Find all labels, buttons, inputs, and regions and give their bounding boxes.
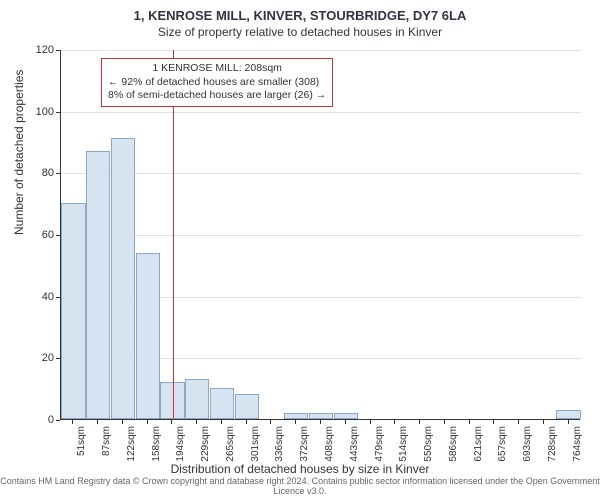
xtick-label: 229sqm xyxy=(200,426,211,462)
xtick-mark xyxy=(493,420,494,424)
xtick-mark xyxy=(320,420,321,424)
xtick-label: 728sqm xyxy=(547,426,558,462)
xtick-mark xyxy=(270,420,271,424)
xtick-label: 657sqm xyxy=(497,426,508,462)
histogram-bar xyxy=(111,138,135,419)
xtick-mark xyxy=(543,420,544,424)
ytick-label: 0 xyxy=(24,414,54,426)
chart-subtitle: Size of property relative to detached ho… xyxy=(0,23,600,39)
histogram-bar xyxy=(334,413,358,419)
ytick-mark xyxy=(56,50,60,51)
annotation-line3: 8% of semi-detached houses are larger (2… xyxy=(108,89,326,103)
xtick-label: 122sqm xyxy=(126,426,137,462)
histogram-bar xyxy=(235,394,259,419)
ytick-label: 60 xyxy=(24,229,54,241)
histogram-bar xyxy=(86,151,110,419)
gridline xyxy=(61,235,581,236)
xtick-mark xyxy=(518,420,519,424)
histogram-bar xyxy=(185,379,209,419)
ytick-mark xyxy=(56,358,60,359)
histogram-bar xyxy=(61,203,85,419)
xtick-label: 301sqm xyxy=(250,426,261,462)
xtick-label: 443sqm xyxy=(349,426,360,462)
xtick-label: 479sqm xyxy=(374,426,385,462)
annotation-line2: ← 92% of detached houses are smaller (30… xyxy=(108,76,326,90)
ytick-label: 120 xyxy=(24,44,54,56)
xtick-label: 514sqm xyxy=(398,426,409,462)
gridline xyxy=(61,112,581,113)
ytick-label: 40 xyxy=(24,291,54,303)
xtick-mark xyxy=(97,420,98,424)
xtick-label: 336sqm xyxy=(274,426,285,462)
xtick-label: 408sqm xyxy=(324,426,335,462)
xtick-mark xyxy=(171,420,172,424)
xtick-mark xyxy=(196,420,197,424)
histogram-bar xyxy=(136,253,160,420)
annotation-line1: 1 KENROSE MILL: 208sqm xyxy=(108,62,326,76)
histogram-bar xyxy=(210,388,234,419)
xtick-label: 194sqm xyxy=(175,426,186,462)
annotation-box: 1 KENROSE MILL: 208sqm ← 92% of detached… xyxy=(101,58,333,107)
attribution-text: Contains HM Land Registry data © Crown c… xyxy=(0,476,600,496)
plot-region: 1 KENROSE MILL: 208sqm ← 92% of detached… xyxy=(60,50,580,420)
xtick-label: 621sqm xyxy=(473,426,484,462)
histogram-bar xyxy=(309,413,333,419)
chart-title: 1, KENROSE MILL, KINVER, STOURBRIDGE, DY… xyxy=(0,0,600,23)
xtick-mark xyxy=(221,420,222,424)
xtick-label: 51sqm xyxy=(76,426,87,456)
xtick-label: 550sqm xyxy=(423,426,434,462)
xtick-label: 372sqm xyxy=(299,426,310,462)
xtick-label: 265sqm xyxy=(225,426,236,462)
histogram-bar xyxy=(556,410,580,419)
ytick-label: 100 xyxy=(24,106,54,118)
xtick-mark xyxy=(370,420,371,424)
histogram-bar xyxy=(284,413,308,419)
xtick-mark xyxy=(295,420,296,424)
xtick-mark xyxy=(469,420,470,424)
gridline xyxy=(61,173,581,174)
x-axis-label: Distribution of detached houses by size … xyxy=(0,462,600,476)
chart-area: 1 KENROSE MILL: 208sqm ← 92% of detached… xyxy=(60,50,580,420)
xtick-label: 693sqm xyxy=(522,426,533,462)
xtick-mark xyxy=(394,420,395,424)
xtick-mark xyxy=(419,420,420,424)
xtick-label: 586sqm xyxy=(448,426,459,462)
xtick-mark xyxy=(147,420,148,424)
ytick-mark xyxy=(56,235,60,236)
xtick-label: 158sqm xyxy=(151,426,162,462)
xtick-mark xyxy=(246,420,247,424)
xtick-label: 764sqm xyxy=(572,426,583,462)
ytick-mark xyxy=(56,173,60,174)
ytick-label: 80 xyxy=(24,167,54,179)
ytick-mark xyxy=(56,112,60,113)
ytick-mark xyxy=(56,297,60,298)
gridline xyxy=(61,50,581,51)
ytick-mark xyxy=(56,420,60,421)
xtick-mark xyxy=(72,420,73,424)
y-axis-label: Number of detached properties xyxy=(12,70,26,235)
xtick-mark xyxy=(444,420,445,424)
chart-container: 1, KENROSE MILL, KINVER, STOURBRIDGE, DY… xyxy=(0,0,600,500)
xtick-mark xyxy=(568,420,569,424)
ytick-label: 20 xyxy=(24,352,54,364)
xtick-mark xyxy=(122,420,123,424)
xtick-mark xyxy=(345,420,346,424)
xtick-label: 87sqm xyxy=(101,426,112,456)
